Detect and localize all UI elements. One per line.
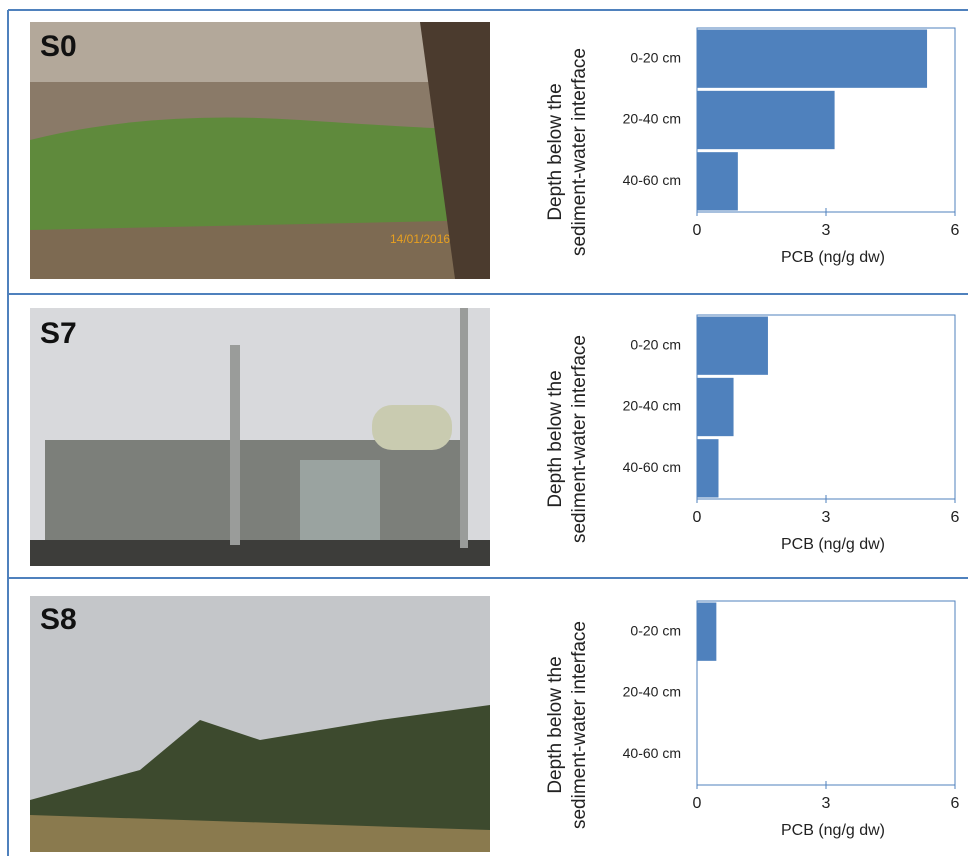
- photo: [30, 596, 490, 852]
- x-tick-label: 0: [693, 222, 702, 239]
- panel-label: S0: [40, 30, 77, 63]
- bar: [697, 30, 927, 88]
- bar: [697, 152, 738, 210]
- y-axis-label: Depth below the: [545, 656, 566, 793]
- y-tick-label: 20-40 cm: [623, 684, 681, 700]
- panel-label: S7: [40, 317, 77, 350]
- page: S0 14/01/2016 0-20 cm 20-40 cm 40-60 cm 0 3 6 PC…: [0, 0, 969, 856]
- y-axis-label: sediment-water interface: [569, 335, 590, 543]
- x-tick-label: 3: [822, 509, 831, 526]
- x-tick-label: 0: [693, 509, 702, 526]
- panel-label: S8: [40, 603, 77, 636]
- bar: [697, 378, 734, 436]
- y-tick-label: 20-40 cm: [623, 111, 681, 127]
- bar: [697, 91, 835, 149]
- y-axis-label: Depth below the: [545, 370, 566, 507]
- y-axis-label: sediment-water interface: [569, 48, 590, 256]
- x-axis-label: PCB (ng/g dw): [781, 249, 885, 266]
- y-tick-label: 0-20 cm: [630, 622, 681, 638]
- bar: [697, 439, 719, 497]
- x-tick-label: 6: [951, 795, 960, 812]
- photo-date: 14/01/2016: [390, 232, 450, 246]
- plot-frame: [697, 601, 955, 785]
- figure: S0 14/01/2016 0-20 cm 20-40 cm 40-60 cm 0 3 6 PC…: [0, 0, 969, 856]
- x-axis-label: PCB (ng/g dw): [781, 536, 885, 553]
- y-tick-label: 20-40 cm: [623, 398, 681, 414]
- x-tick-label: 0: [693, 795, 702, 812]
- y-axis-label: Depth below the: [545, 83, 566, 220]
- x-tick-label: 3: [822, 795, 831, 812]
- bar: [697, 603, 716, 661]
- x-axis-label: PCB (ng/g dw): [781, 822, 885, 839]
- y-tick-label: 40-60 cm: [623, 459, 681, 475]
- x-tick-label: 6: [951, 509, 960, 526]
- bar: [697, 317, 768, 375]
- x-tick-label: 3: [822, 222, 831, 239]
- y-tick-label: 0-20 cm: [630, 336, 681, 352]
- photo: [30, 308, 490, 566]
- y-tick-label: 40-60 cm: [623, 172, 681, 188]
- x-tick-label: 6: [951, 222, 960, 239]
- y-tick-label: 0-20 cm: [630, 49, 681, 65]
- y-tick-label: 40-60 cm: [623, 745, 681, 761]
- y-axis-label: sediment-water interface: [569, 621, 590, 829]
